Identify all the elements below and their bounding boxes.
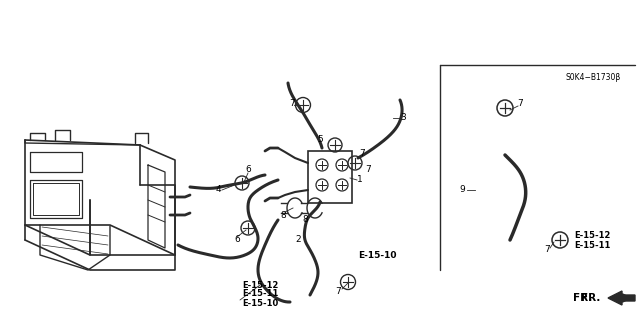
Text: 7: 7 <box>335 287 341 296</box>
Text: 7: 7 <box>359 149 365 158</box>
Text: 7: 7 <box>365 166 371 174</box>
Text: E-15-11: E-15-11 <box>574 241 611 249</box>
Text: 7: 7 <box>289 99 295 108</box>
Text: 4: 4 <box>215 186 221 195</box>
Text: 2: 2 <box>295 235 301 244</box>
Text: FR.: FR. <box>580 293 600 303</box>
Text: 6: 6 <box>245 166 251 174</box>
Text: 7: 7 <box>517 99 523 108</box>
Text: S0K4−B1730β: S0K4−B1730β <box>565 73 620 83</box>
Text: E-15-12: E-15-12 <box>242 280 278 290</box>
Text: 8: 8 <box>280 211 286 219</box>
Text: E-15-10: E-15-10 <box>242 299 278 308</box>
Bar <box>308 151 352 203</box>
Text: E-15-11: E-15-11 <box>242 290 278 299</box>
Text: 6: 6 <box>234 235 240 244</box>
Text: 3: 3 <box>400 114 406 122</box>
Text: 5: 5 <box>317 136 323 145</box>
Text: 9: 9 <box>459 186 465 195</box>
Text: 7: 7 <box>544 246 550 255</box>
Text: 8: 8 <box>302 216 308 225</box>
Text: 1: 1 <box>357 175 363 184</box>
Text: E-15-10: E-15-10 <box>358 250 397 259</box>
Text: E-15-12: E-15-12 <box>574 231 611 240</box>
Polygon shape <box>608 291 635 305</box>
Text: FR.: FR. <box>573 293 593 303</box>
